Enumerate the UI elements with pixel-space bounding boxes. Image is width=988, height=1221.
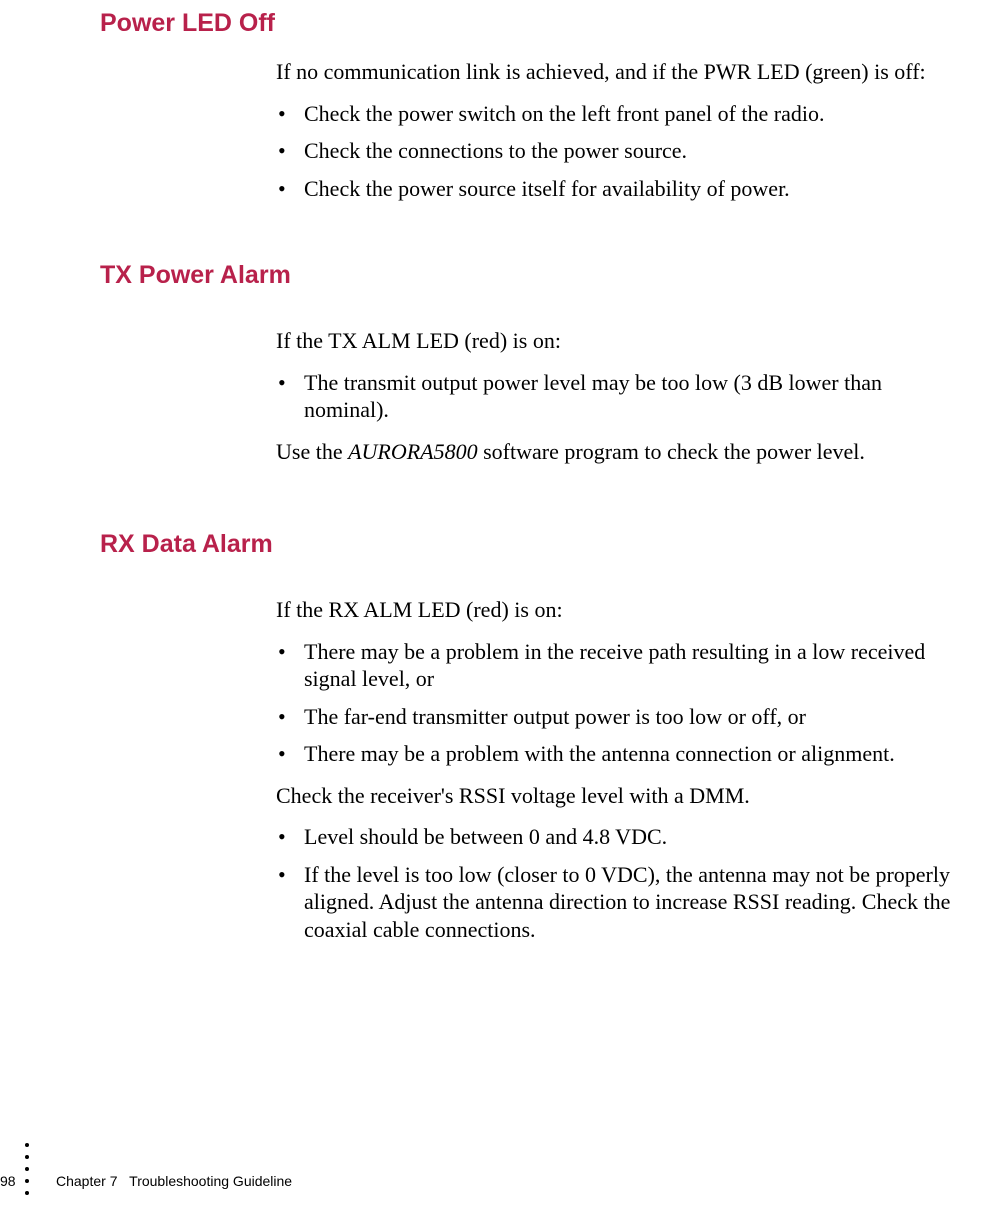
list-item: If the level is too low (closer to 0 VDC… xyxy=(276,861,966,944)
section2-outro: Use the AURORA5800 software program to c… xyxy=(276,438,966,466)
section3-intro: If the RX ALM LED (red) is on: xyxy=(276,596,966,624)
section2-intro: If the TX ALM LED (red) is on: xyxy=(276,327,966,355)
footer-chapter: Chapter 7 Troubleshooting Guideline xyxy=(56,1173,292,1189)
text-span: software program to check the power leve… xyxy=(478,439,865,464)
section1-body: If no communication link is achieved, an… xyxy=(276,58,966,216)
section2-bullets: The transmit output power level may be t… xyxy=(276,369,966,424)
list-item: Check the power source itself for availa… xyxy=(276,175,966,203)
list-item: There may be a problem with the antenna … xyxy=(276,740,966,768)
section2-body: If the TX ALM LED (red) is on: The trans… xyxy=(276,327,966,479)
footer-dots-icon xyxy=(25,1143,29,1195)
italic-text: AURORA5800 xyxy=(348,439,478,464)
list-item: There may be a problem in the receive pa… xyxy=(276,638,966,693)
page-container: Power LED Off If no communication link i… xyxy=(0,0,988,1221)
list-item: The far-end transmitter output power is … xyxy=(276,703,966,731)
list-item: Check the connections to the power sourc… xyxy=(276,137,966,165)
heading-tx-power-alarm: TX Power Alarm xyxy=(100,261,291,290)
section1-bullets: Check the power switch on the left front… xyxy=(276,100,966,203)
list-item: The transmit output power level may be t… xyxy=(276,369,966,424)
section3-bullets1: There may be a problem in the receive pa… xyxy=(276,638,966,768)
footer-chapter-title: Troubleshooting Guideline xyxy=(129,1173,292,1189)
section3-mid: Check the receiver's RSSI voltage level … xyxy=(276,782,966,810)
heading-power-led-off: Power LED Off xyxy=(100,9,275,38)
heading-rx-data-alarm: RX Data Alarm xyxy=(100,530,273,559)
list-item: Check the power switch on the left front… xyxy=(276,100,966,128)
footer-chapter-label: Chapter 7 xyxy=(56,1173,117,1189)
section3-body: If the RX ALM LED (red) is on: There may… xyxy=(276,596,966,957)
list-item: Level should be between 0 and 4.8 VDC. xyxy=(276,823,966,851)
page-number: 98 xyxy=(0,1173,16,1189)
text-span: Use the xyxy=(276,439,348,464)
section1-intro: If no communication link is achieved, an… xyxy=(276,58,966,86)
section3-bullets2: Level should be between 0 and 4.8 VDC. I… xyxy=(276,823,966,943)
